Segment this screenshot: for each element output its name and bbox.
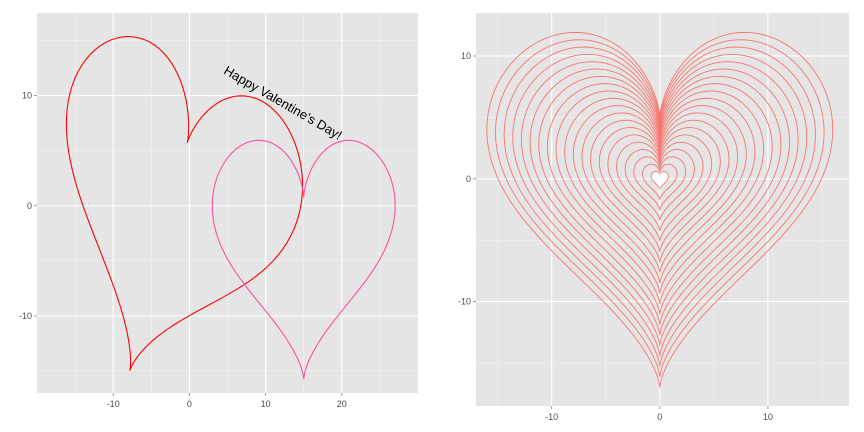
concentric-heart-13	[590, 119, 730, 263]
y-tick-label: 10	[461, 51, 471, 61]
x-tick-label: -10	[545, 412, 558, 422]
concentric-heart-15	[607, 134, 713, 242]
right-concentric-hearts	[486, 31, 834, 388]
concentric-heart-14	[598, 127, 721, 252]
concentric-heart-17	[624, 149, 695, 221]
concentric-heart-8	[546, 83, 773, 315]
heart-curve-1	[65, 35, 304, 371]
concentric-heart-9	[555, 90, 765, 305]
concentric-heart-12	[581, 112, 739, 273]
left-minor-grid	[37, 13, 418, 393]
concentric-heart-16	[616, 141, 704, 232]
center-white-heart	[651, 171, 668, 189]
x-tick-label: 0	[187, 399, 192, 409]
right-panel-background	[476, 13, 849, 406]
x-tick-label: 10	[763, 412, 773, 422]
y-tick-label: -10	[19, 311, 32, 321]
right-x-axis-ticks: -10 0 10	[545, 406, 773, 422]
x-tick-label: 0	[657, 412, 662, 422]
x-tick-label: -10	[107, 399, 120, 409]
left-x-axis-ticks: -10 0 10 20	[107, 393, 347, 409]
left-y-axis-ticks: -10 0 10	[19, 91, 37, 321]
concentric-heart-5	[520, 61, 799, 346]
concentric-heart-11	[572, 105, 747, 284]
concentric-heart-6	[529, 68, 790, 336]
y-tick-label: -10	[458, 297, 471, 307]
concentric-heart-4	[512, 53, 808, 357]
x-tick-label: 10	[261, 399, 271, 409]
concentric-heart-1	[486, 31, 834, 388]
concentric-heart-3	[503, 46, 816, 367]
right-plot-panel: -10 0 10 -10 0 10	[458, 13, 849, 422]
y-tick-label: 10	[22, 91, 32, 101]
concentric-heart-20	[650, 171, 669, 190]
concentric-heart-2	[495, 39, 825, 378]
concentric-heart-19	[642, 163, 678, 200]
left-heart-curves	[65, 35, 396, 380]
right-y-axis-ticks: -10 0 10	[458, 51, 476, 307]
left-major-grid	[37, 13, 418, 393]
concentric-heart-7	[538, 75, 782, 325]
heart-curve-2	[211, 139, 396, 380]
concentric-heart-18	[633, 156, 687, 211]
x-tick-label: 20	[337, 399, 347, 409]
y-tick-label: 0	[466, 174, 471, 184]
concentric-heart-10	[564, 97, 756, 294]
y-tick-label: 0	[27, 201, 32, 211]
